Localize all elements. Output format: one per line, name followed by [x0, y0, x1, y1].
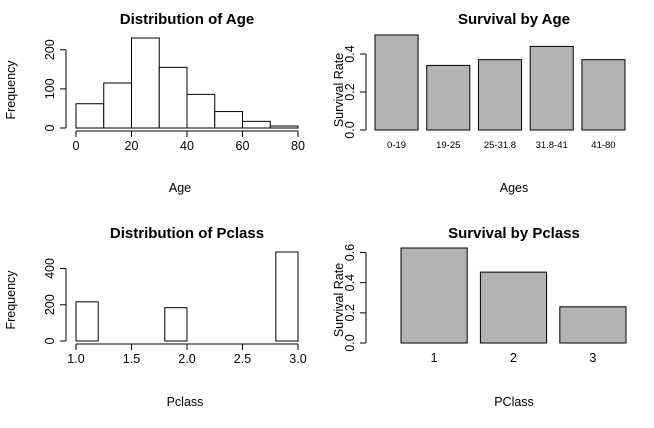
histogram-bar [75, 103, 105, 129]
panel-age-histogram: Distribution of Age Age Frequency 0 20 40 6… [4, 11, 305, 195]
y-axis-label: Frequency [4, 270, 18, 330]
histogram-bar [103, 82, 132, 129]
x-tick-label: 19-25 [436, 140, 460, 151]
histogram-bar [131, 37, 160, 129]
y-axis-label: Survival Rate [332, 263, 346, 337]
x-tick-label: 40 [180, 139, 194, 153]
histogram-bars [75, 37, 299, 129]
bar [529, 45, 574, 131]
y-tick-label: 0.6 [343, 244, 357, 261]
y-tick-label: 0 [43, 337, 57, 344]
y-tick-label: 100 [43, 78, 57, 99]
x-tick-label: 2.5 [234, 352, 251, 366]
y-axis-label: Survival Rate [332, 53, 346, 127]
histogram-bar [275, 251, 299, 342]
x-tick-label: 3.0 [289, 352, 306, 366]
y-axis: 0 100 200 [43, 39, 67, 131]
panel-survival-by-age: Survival by Age Ages Survival Rate 0-19 1… [332, 11, 626, 195]
x-tick-label: 0 [73, 139, 80, 153]
bar [581, 59, 626, 131]
x-tick-label: 80 [291, 139, 305, 153]
y-tick-label: 400 [43, 258, 57, 279]
histogram-bars [75, 251, 299, 342]
histogram-bar [242, 120, 271, 129]
x-axis: 1.0 1.5 2.0 2.5 3.0 [67, 343, 307, 366]
x-tick-label: 31.8-41 [536, 140, 568, 151]
bar [374, 34, 419, 131]
bar [426, 64, 471, 131]
y-axis: 0.0 0.2 0.4 0.6 [343, 244, 367, 352]
x-axis-label: Age [169, 181, 191, 195]
histogram-bar [214, 111, 243, 129]
x-axis-label: Pclass [167, 395, 204, 409]
x-tick-label: 60 [236, 139, 250, 153]
x-tick-label: 3 [589, 351, 596, 365]
x-tick-label: 2 [510, 351, 517, 365]
y-tick-label: 0.2 [343, 83, 357, 100]
histogram-bar [164, 307, 188, 342]
x-axis: 0-19 19-25 25-31.8 31.8-41 41-80 [387, 140, 616, 151]
chart-title: Distribution of Pclass [110, 225, 264, 242]
chart-title: Distribution of Age [120, 11, 254, 28]
bars [400, 247, 627, 344]
y-axis: 0.0 0.2 0.4 [343, 45, 367, 139]
x-tick-label: 2.0 [178, 352, 195, 366]
bar [477, 59, 523, 131]
y-tick-label: 0 [43, 124, 57, 131]
x-tick-label: 1.5 [123, 352, 140, 366]
y-tick-label: 0.0 [343, 121, 357, 138]
x-axis: 1 2 3 [431, 351, 597, 365]
histogram-bar [186, 93, 216, 129]
y-axis: 0 200 400 [43, 258, 67, 344]
x-tick-label: 41-80 [591, 140, 615, 151]
panel-pclass-histogram: Distribution of Pclass Pclass Frequency … [4, 225, 307, 409]
y-axis-label: Frequency [4, 60, 18, 120]
y-tick-label: 200 [43, 294, 57, 315]
histogram-bar [158, 66, 188, 129]
panel-survival-by-pclass: Survival by Pclass PClass Survival Rate … [332, 225, 627, 409]
x-axis-label: Ages [500, 181, 529, 195]
y-tick-label: 0.2 [343, 304, 357, 321]
histogram-bar [269, 125, 299, 129]
y-tick-label: 0.0 [343, 334, 357, 351]
x-tick-label: 25-31.8 [484, 140, 516, 151]
x-tick-label: 1 [431, 351, 438, 365]
y-tick-label: 200 [43, 39, 57, 60]
bar [400, 247, 468, 344]
y-tick-label: 0.4 [343, 274, 357, 291]
bar [479, 271, 548, 344]
chart-title: Survival by Age [458, 11, 570, 28]
x-tick-label: 0-19 [387, 140, 406, 151]
x-tick-label: 20 [125, 139, 139, 153]
x-axis: 0 20 40 60 80 [73, 130, 305, 153]
bar [559, 306, 627, 344]
y-tick-label: 0.4 [343, 45, 357, 62]
histogram-bar [75, 301, 99, 342]
bars [374, 34, 626, 131]
chart-title: Survival by Pclass [448, 225, 580, 242]
x-axis-label: PClass [494, 395, 534, 409]
x-tick-label: 1.0 [67, 352, 84, 366]
